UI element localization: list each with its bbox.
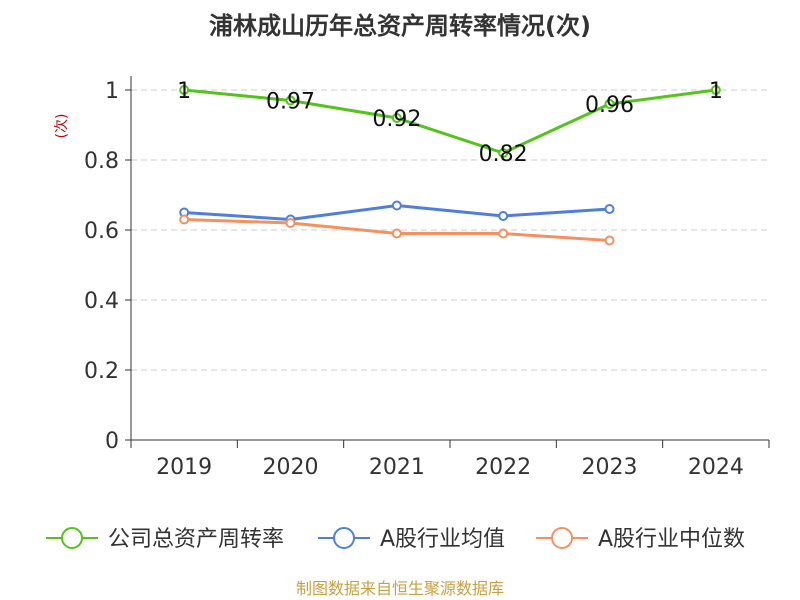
x-tick-label-2021: 2021	[369, 455, 425, 480]
point-s2-2019	[179, 214, 190, 225]
legend-label-2: A股行业中位数	[598, 527, 745, 552]
legend-label-1: A股行业均值	[380, 527, 505, 552]
y-tick-label-0: 0	[105, 429, 119, 454]
data-label-2021: 0.92	[372, 107, 421, 132]
point-s2-2022	[498, 228, 509, 239]
legend-marker-1	[333, 527, 355, 549]
x-tick-label-2020: 2020	[263, 455, 319, 480]
y-tick-label-2: 0.4	[84, 289, 119, 314]
point-s0-2021	[391, 113, 402, 123]
point-s0-2024	[710, 85, 721, 95]
point-s2-2021	[391, 228, 402, 239]
point-s2-2023	[604, 235, 615, 246]
chart-title: 浦林成山历年总资产周转率情况(次)	[209, 12, 591, 40]
y-tick-label-5: 1	[105, 79, 119, 104]
legend: 公司总资产周转率 A股行业均值 A股行业中位数	[46, 527, 745, 552]
series-group	[179, 85, 721, 246]
x-tick-label-2024: 2024	[688, 455, 744, 480]
data-labels: 1 0.97 0.92 0.82 0.96 1	[177, 79, 723, 167]
point-s0-2023	[604, 99, 615, 109]
x-tick-label-2023: 2023	[582, 455, 638, 480]
axes	[125, 76, 770, 448]
point-s1-2022	[498, 211, 509, 221]
point-s1-2023	[604, 204, 615, 214]
point-s0-2022	[498, 148, 509, 158]
series-line-0	[184, 88, 717, 155]
tick-labels: 0 0.2 0.4 0.6 0.8 1 2019 2020 2021 2022 2023 2024	[84, 79, 744, 480]
point-s1-2021	[391, 200, 402, 211]
gridlines	[131, 89, 769, 371]
x-tick-label-2019: 2019	[156, 455, 212, 480]
y-axis-label: (次)	[54, 114, 70, 139]
data-label-2023: 0.96	[585, 93, 634, 118]
y-tick-label-3: 0.6	[84, 219, 119, 244]
legend-marker-2	[551, 527, 573, 549]
y-tick-label-1: 0.2	[84, 359, 119, 384]
x-tick-label-2022: 2022	[475, 455, 531, 480]
data-label-2020: 0.97	[266, 90, 315, 115]
y-tick-label-4: 0.8	[84, 149, 119, 174]
point-s2-2020	[285, 218, 296, 228]
data-label-2024: 1	[709, 79, 723, 104]
data-label-2022: 0.82	[479, 142, 528, 167]
legend-marker-0	[61, 527, 83, 549]
legend-label-0: 公司总资产周转率	[108, 527, 284, 552]
data-label-2019: 1	[177, 79, 191, 104]
point-s0-2020	[285, 95, 296, 106]
point-s0-2019	[179, 85, 190, 95]
source-note: 制图数据来自恒生聚源数据库	[296, 579, 504, 598]
